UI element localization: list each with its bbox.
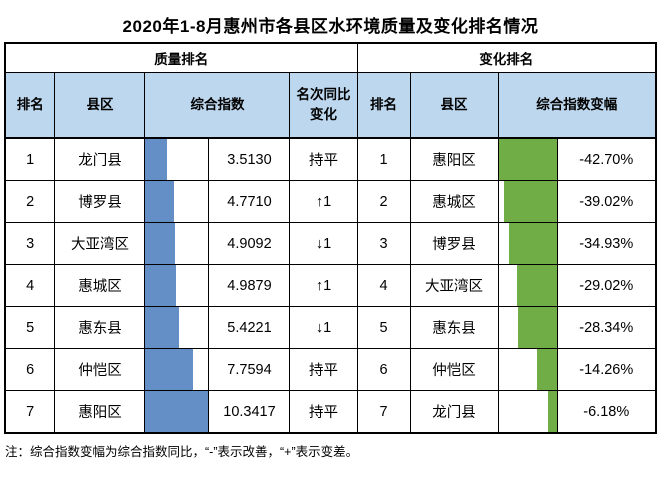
quality-rank-cell: 7 [4, 390, 56, 434]
quality-bar-cell [144, 264, 210, 307]
change-rank-cell: 1 [356, 137, 411, 181]
change-bar-cell [497, 180, 558, 223]
change-bar-cell [497, 390, 558, 434]
change-district-cell: 仲恺区 [409, 348, 499, 391]
table-row: 3 大亚湾区 4.9092 ↓1 3 博罗县 -34.93% [4, 222, 657, 265]
change-rank-cell: 5 [356, 306, 411, 349]
change-bar-cell [497, 348, 558, 391]
quality-change-header: 名次同比变化 [289, 72, 358, 139]
change-data-bar [517, 265, 557, 306]
change-rank-cell: 7 [356, 390, 411, 434]
table-row: 1 龙门县 3.5130 持平 1 惠阳区 -42.70% [4, 137, 657, 181]
quality-rank-cell: 6 [4, 348, 56, 391]
quality-bar-cell [144, 137, 210, 181]
change-rank-cell: 3 [356, 222, 411, 265]
change-bar-cell [497, 306, 558, 349]
change-bar-cell [497, 137, 558, 181]
quality-district-cell: 惠东县 [54, 306, 146, 349]
table-row: 7 惠阳区 10.3417 持平 7 龙门县 -6.18% [4, 390, 657, 434]
quality-change-cell: 持平 [289, 137, 358, 181]
change-data-bar [503, 181, 557, 222]
quality-data-bar [145, 223, 176, 264]
change-delta-cell: -34.93% [556, 222, 657, 265]
change-delta-cell: -42.70% [556, 137, 657, 181]
change-district-header: 县区 [409, 72, 499, 139]
group-header-row: 质量排名 变化排名 [4, 42, 657, 73]
quality-rank-cell: 3 [4, 222, 56, 265]
quality-data-bar [145, 181, 175, 222]
quality-rank-header: 排名 [4, 72, 56, 139]
quality-district-cell: 仲恺区 [54, 348, 146, 391]
change-district-cell: 大亚湾区 [409, 264, 499, 307]
quality-data-bar [145, 349, 193, 390]
column-header-row: 排名 县区 综合指数 名次同比变化 排名 县区 综合指数变幅 [4, 72, 657, 139]
change-delta-cell: -29.02% [556, 264, 657, 307]
quality-bar-cell [144, 222, 210, 265]
change-data-bar [499, 139, 557, 180]
footnote: 注：综合指数变幅为综合指数同比，“-”表示改善，“+”表示变差。 [5, 445, 359, 459]
change-district-cell: 惠东县 [409, 306, 499, 349]
quality-district-cell: 惠阳区 [54, 390, 146, 434]
change-delta-cell: -14.26% [556, 348, 657, 391]
page-title: 2020年1-8月惠州市各县区水环境质量及变化排名情况 [122, 17, 539, 36]
quality-district-header: 县区 [54, 72, 146, 139]
quality-data-bar [145, 307, 179, 348]
change-district-cell: 惠城区 [409, 180, 499, 223]
change-data-bar [548, 391, 557, 432]
quality-data-bar [145, 391, 208, 432]
change-data-bar [537, 349, 557, 390]
quality-index-cell: 5.4221 [208, 306, 291, 349]
table-row: 5 惠东县 5.4221 ↓1 5 惠东县 -28.34% [4, 306, 657, 349]
quality-change-cell: 持平 [289, 348, 358, 391]
quality-district-cell: 博罗县 [54, 180, 146, 223]
change-district-cell: 博罗县 [409, 222, 499, 265]
table-row: 6 仲恺区 7.7594 持平 6 仲恺区 -14.26% [4, 348, 657, 391]
change-delta-cell: -39.02% [556, 180, 657, 223]
change-district-cell: 龙门县 [409, 390, 499, 434]
quality-index-cell: 10.3417 [208, 390, 291, 434]
quality-rank-cell: 2 [4, 180, 56, 223]
quality-change-cell: ↓1 [289, 222, 358, 265]
change-district-cell: 惠阳区 [409, 137, 499, 181]
quality-bar-cell [144, 390, 210, 434]
quality-bar-cell [144, 306, 210, 349]
change-data-bar [508, 223, 557, 264]
quality-index-cell: 7.7594 [208, 348, 291, 391]
quality-index-cell: 4.9879 [208, 264, 291, 307]
quality-index-cell: 3.5130 [208, 137, 291, 181]
quality-rank-cell: 4 [4, 264, 56, 307]
quality-index-header: 综合指数 [144, 72, 291, 139]
change-delta-cell: -6.18% [556, 390, 657, 434]
change-group-header: 变化排名 [356, 42, 657, 73]
quality-district-cell: 大亚湾区 [54, 222, 146, 265]
quality-data-bar [145, 265, 176, 306]
quality-change-cell: ↓1 [289, 306, 358, 349]
change-delta-header: 综合指数变幅 [497, 72, 657, 139]
quality-district-cell: 龙门县 [54, 137, 146, 181]
quality-rank-cell: 1 [4, 137, 56, 181]
table-row: 4 惠城区 4.9879 ↑1 4 大亚湾区 -29.02% [4, 264, 657, 307]
quality-change-cell: ↑1 [289, 264, 358, 307]
quality-rank-cell: 5 [4, 306, 56, 349]
change-rank-cell: 4 [356, 264, 411, 307]
quality-change-cell: 持平 [289, 390, 358, 434]
change-delta-cell: -28.34% [556, 306, 657, 349]
quality-index-cell: 4.9092 [208, 222, 291, 265]
quality-change-cell: ↑1 [289, 180, 358, 223]
change-bar-cell [497, 222, 558, 265]
change-rank-header: 排名 [356, 72, 411, 139]
quality-bar-cell [144, 348, 210, 391]
change-rank-cell: 2 [356, 180, 411, 223]
quality-group-header: 质量排名 [4, 42, 358, 73]
change-data-bar [518, 307, 557, 348]
quality-bar-cell [144, 180, 210, 223]
ranking-table: 质量排名 变化排名 排名 县区 综合指数 名次同比变化 排名 县区 综合指数变幅… [3, 42, 658, 434]
quality-district-cell: 惠城区 [54, 264, 146, 307]
quality-data-bar [145, 139, 167, 180]
table-row: 2 博罗县 4.7710 ↑1 2 惠城区 -39.02% [4, 180, 657, 223]
quality-index-cell: 4.7710 [208, 180, 291, 223]
change-rank-cell: 6 [356, 348, 411, 391]
change-bar-cell [497, 264, 558, 307]
